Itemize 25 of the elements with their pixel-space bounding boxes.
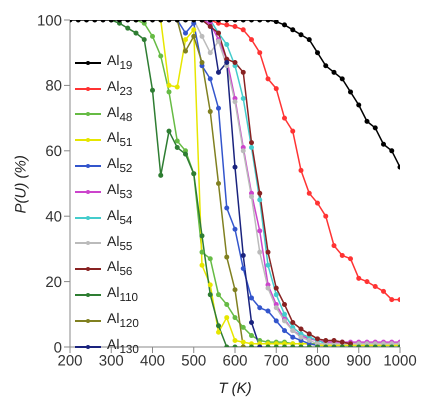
y-tick-label: 20 [45,274,62,291]
x-tick-label: 700 [264,352,289,370]
y-axis-title: P(U) (%) [12,155,30,214]
legend-label: Al$_{110}$ [107,283,138,306]
legend-label: Al$_{56}$ [107,257,132,280]
x-tick-label: 900 [346,352,372,370]
x-tick-label: 400 [140,352,166,370]
x-tick-label: 500 [181,352,206,370]
y-tick-label: 40 [45,208,62,226]
y-tick-label: 100 [36,12,62,30]
legend-label: Al$_{54}$ [107,206,132,229]
x-tick-label: 800 [304,352,330,370]
legend-label: Al$_{19}$ [107,51,132,74]
x-tick-label: 1000 [383,352,417,370]
y-tick-label: 60 [45,143,62,160]
legend-label: Al$_{51}$ [107,128,132,152]
legend-label: Al$_{55}$ [107,232,132,254]
legend-label: Al$_{52}$ [107,154,132,177]
legend-label: Al$_{23}$ [107,76,132,100]
legend-label: Al$_{48}$ [107,102,132,126]
legend-label: Al$_{120}$ [107,308,139,332]
x-axis-title: T (K) [218,380,252,397]
y-tick-label: 80 [45,78,62,95]
x-tick-label: 600 [222,352,248,370]
legend-label: Al$_{53}$ [107,180,132,203]
